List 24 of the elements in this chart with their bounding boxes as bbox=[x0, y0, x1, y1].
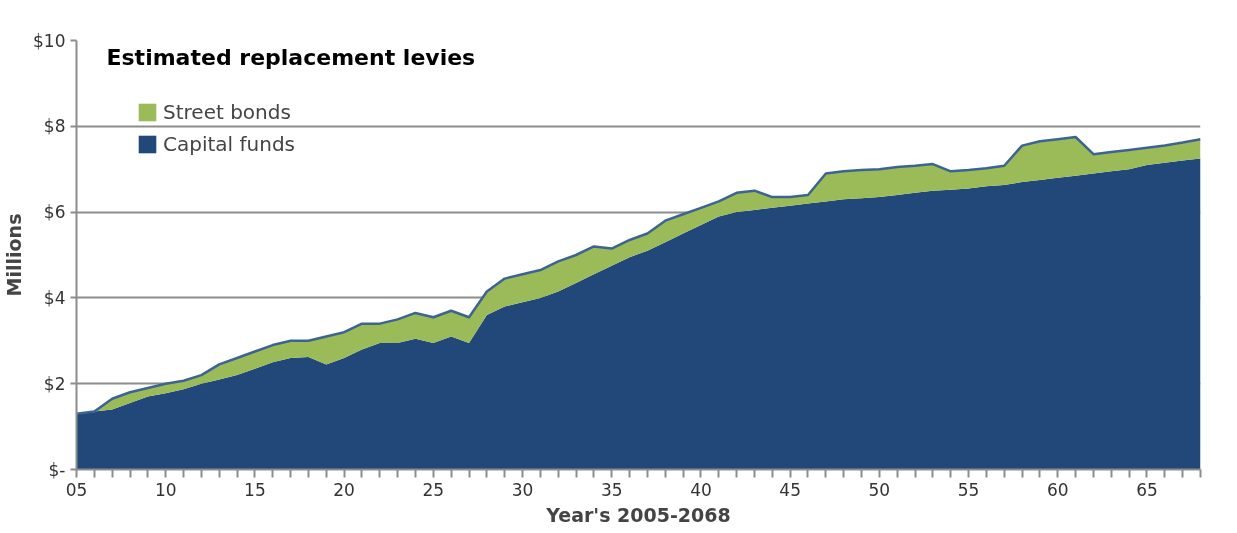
x-tick-label: 60 bbox=[1046, 479, 1069, 500]
x-axis-title: Year's 2005-2068 bbox=[545, 503, 731, 526]
x-tick-label: 05 bbox=[65, 479, 88, 500]
x-tick-label: 15 bbox=[244, 479, 266, 500]
y-tick-label: $6 bbox=[43, 202, 66, 223]
legend-label: Street bonds bbox=[163, 100, 291, 124]
y-tick-label: $- bbox=[48, 459, 66, 480]
x-tick-label: 55 bbox=[957, 479, 980, 500]
x-tick-label: 20 bbox=[333, 479, 355, 500]
x-tick-label: 65 bbox=[1136, 479, 1158, 500]
x-tick-label: 40 bbox=[690, 479, 712, 500]
y-tick-label: $4 bbox=[43, 287, 66, 308]
y-axis-title: Millions bbox=[3, 213, 26, 297]
x-tick-label: 30 bbox=[511, 479, 534, 500]
x-tick-label: 25 bbox=[422, 479, 445, 500]
legend-label: Capital funds bbox=[163, 132, 295, 156]
x-tick-label: 10 bbox=[154, 479, 177, 500]
x-tick-label: 50 bbox=[868, 479, 891, 500]
y-tick-label: $8 bbox=[43, 116, 66, 137]
y-tick-label: $10 bbox=[33, 30, 66, 51]
x-tick-label: 45 bbox=[779, 479, 801, 500]
y-tick-label: $2 bbox=[43, 373, 66, 394]
x-tick-label: 35 bbox=[600, 479, 623, 500]
chart-title: Estimated replacement levies bbox=[106, 44, 476, 70]
